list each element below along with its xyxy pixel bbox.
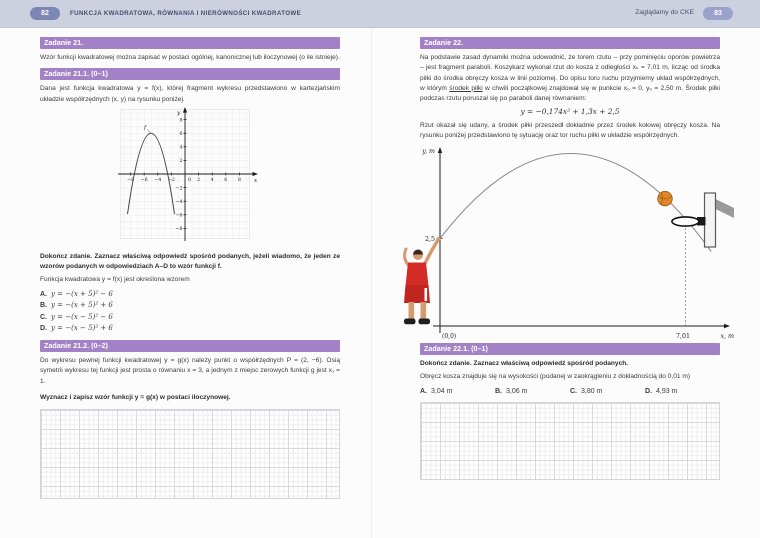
x-axis-label: x [254,178,258,184]
task-21-heading: Zadanie 21. [40,37,340,49]
answer-option-d: D. y = −(x − 5)² + 6 [40,324,113,333]
section-label: Zaglądamy do CKE [635,9,694,16]
start-height-label: 2,5 [425,236,435,243]
x-tick-labels: −8 −6 −4 −2 0 2 4 6 8 [127,177,241,183]
x-axis-arrow [252,171,258,176]
answer-option-a: A. 3,04 m [420,388,453,396]
task-21-1-prompt: Dokończ zdanie. Zaznacz właściwą odpowie… [40,252,340,271]
task-21-2-heading: Zadanie 21.2. (0–2) [40,340,340,353]
task-22-1-heading: Zadanie 22.1. (0–1) [420,342,720,355]
svg-text:−2: −2 [175,185,182,191]
parabola-graph-figure: −8 −6 −4 −2 0 2 4 6 8 8 6 4 2 −2 −4 −6 −… [40,106,340,249]
page-number-right-badge: 83 [703,7,733,20]
figure-y-arrow [437,146,443,153]
figure-y-label: y, m [421,148,435,155]
task-22-1-prompt: Dokończ zdanie. Zaznacz właściwą odpowie… [420,359,629,367]
backboard [703,191,717,248]
graph-axes [118,108,255,241]
underlined-phrase: środek piłki [449,84,483,92]
basket-hoop-group [671,191,734,248]
svg-text:−8: −8 [127,177,134,183]
task-21-intro: Wzór funkcji kwadratowej można zapisać w… [40,54,340,61]
svg-text:4: 4 [211,177,214,183]
task-21-1-answers: A. y = −(x + 5)² − 6 B. y = −(x + 5)² + 6 … [40,289,340,335]
task-21-1-lead: Funkcja kwadratowa y = f(x) jest określo… [40,276,190,284]
task-22-1-lead: Obręcz kosza znajduje się na wysokości (… [420,372,691,380]
backboard-shadow [715,198,734,218]
ball-trajectory-curve [439,152,712,252]
parabola-curve [127,132,175,215]
task-21-1-heading: Zadanie 21.1. (0–1) [40,68,340,81]
svg-text:6: 6 [179,131,182,137]
task-21-2-instruction: Wyznacz i zapisz wzór funkcji y = g(x) w… [40,393,231,401]
figure-origin-label: (0,0) [442,333,456,340]
svg-text:−2: −2 [168,177,175,183]
page-gutter [370,27,373,538]
svg-text:0: 0 [188,177,191,183]
basketball-player-illustration [403,236,441,324]
curve-label-leader [147,129,151,133]
axis-ticks [130,119,240,229]
task-21-2-body: Do wykresu pewnej funkcji kwadratowej y … [40,357,340,385]
page-number-left-badge: 82 [30,7,60,20]
header-strip: 82 FUNKCJA KWADRATOWA, RÓWNANIA I NIERÓW… [0,0,760,28]
svg-text:−4: −4 [154,177,161,183]
svg-text:8: 8 [238,177,241,183]
svg-text:−4: −4 [175,199,182,205]
svg-text:8: 8 [179,117,182,123]
svg-text:−6: −6 [175,212,182,218]
answer-option-c: C. y = −(x − 5)² − 6 [40,312,113,321]
basket-x-label: 7,01 [676,333,690,340]
y-tick-labels: 8 6 4 2 −2 −4 −6 −8 [175,117,182,232]
svg-text:−6: −6 [141,177,148,183]
answer-option-d: D. 4,93 m [645,388,678,396]
y-axis-label: y [176,110,181,116]
left-page-column: Zadanie 21. Wzór funkcji kwadratowej moż… [40,37,340,500]
svg-text:2: 2 [179,158,182,164]
task-22-intro: Na podstawie zasad dynamiki można udowod… [420,54,720,103]
task-21-1-intro: Dana jest funkcja kwadratowa y = f(x), k… [40,85,340,103]
trajectory-equation: y = −0,174x² + 1,3x + 2,5 [520,107,620,117]
hoop-bracket [697,216,706,226]
answer-grid-left [40,409,340,500]
svg-text:4: 4 [179,144,182,150]
task-22-continuation: Rzut okazał się udany, a środek piłki pr… [420,121,720,140]
answer-option-c: C. 3,80 m [570,388,603,396]
hoop-rim [671,215,700,227]
parabola-graph-svg: −8 −6 −4 −2 0 2 4 6 8 8 6 4 2 −2 −4 −6 −… [118,106,258,241]
chapter-title: FUNKCJA KWADRATOWA, RÓWNANIA I NIERÓWNOŚ… [70,10,302,17]
figure-axes [433,150,726,333]
curve-label-f: f [143,125,147,131]
right-page-column: Zadanie 22. Na podstawie zasad dynamiki … [403,37,734,481]
basketball-icon [657,190,673,206]
figure-x-arrow [724,323,730,328]
svg-text:2: 2 [197,177,200,183]
answer-option-b: B. y = −(x + 5)² + 6 [40,301,113,310]
task-22-heading: Zadanie 22. [420,37,720,49]
answer-option-a: A. y = −(x + 5)² − 6 [40,289,113,298]
svg-text:−8: −8 [175,226,182,232]
basketball-trajectory-figure: y, m x, m (0,0) 2,5 7,01 [403,146,734,340]
svg-text:6: 6 [224,177,227,183]
figure-x-label: x, m [720,333,734,340]
task-22-1-answers: A. 3,04 m B. 3,06 m C. 3,80 m D. 4,93 m [420,386,720,397]
y-axis-arrow [182,106,188,113]
answer-option-b: B. 3,06 m [495,388,528,396]
answer-grid-right [420,402,720,481]
